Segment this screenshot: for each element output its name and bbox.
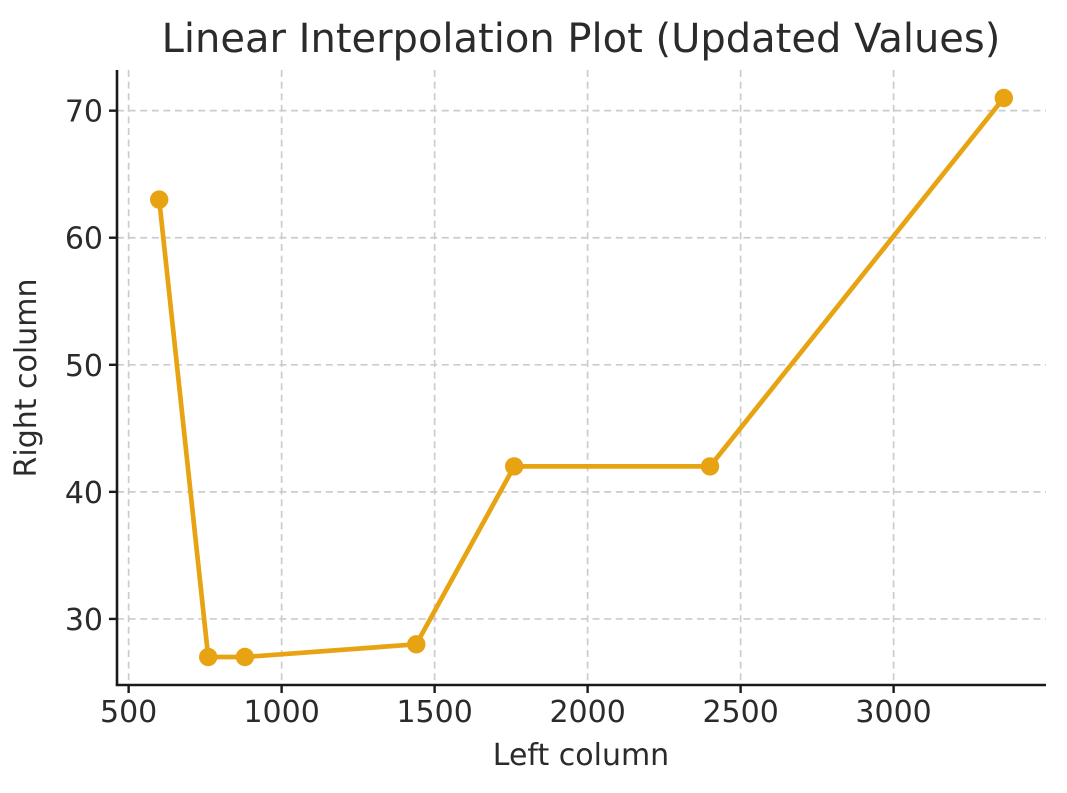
x-axis-label: Left column bbox=[493, 738, 669, 773]
x-tick-label: 3000 bbox=[855, 695, 931, 730]
x-tick-label: 1500 bbox=[396, 695, 472, 730]
data-point-marker bbox=[199, 647, 218, 667]
x-tick-label: 1000 bbox=[243, 695, 319, 730]
data-point-marker bbox=[505, 457, 524, 476]
x-tick-label: 2500 bbox=[702, 695, 778, 730]
y-tick-label: 70 bbox=[65, 95, 103, 130]
x-tick-label: 500 bbox=[100, 695, 157, 730]
data-point-marker bbox=[700, 457, 720, 476]
data-point-marker bbox=[407, 635, 426, 654]
data-point-marker bbox=[994, 88, 1013, 108]
y-tick-label: 30 bbox=[65, 603, 103, 638]
axes-layer bbox=[115, 70, 1046, 687]
series-layer bbox=[150, 88, 1013, 667]
y-tick-label: 60 bbox=[65, 222, 103, 257]
data-point-marker bbox=[150, 190, 169, 209]
data-point-marker bbox=[235, 647, 255, 667]
grid-layer bbox=[117, 70, 1046, 685]
y-tick-label: 50 bbox=[65, 349, 103, 384]
y-axis-label: Right column bbox=[9, 279, 44, 478]
tick-layer: 500 1000 1500 2000 2500 3000 30 40 50 60 70 bbox=[65, 95, 932, 730]
series-line bbox=[156, 95, 1007, 660]
chart-title: Linear Interpolation Plot (Updated Value… bbox=[162, 16, 1001, 62]
x-tick-label: 2000 bbox=[549, 695, 625, 730]
y-tick-label: 40 bbox=[65, 476, 103, 511]
